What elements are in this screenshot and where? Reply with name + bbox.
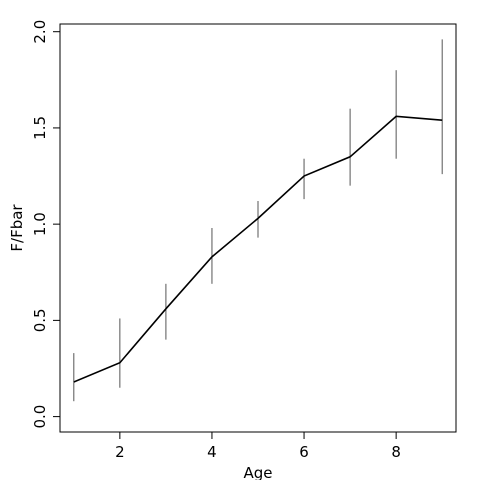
y-tick-label: 1.0 bbox=[31, 212, 49, 236]
y-tick-label: 2.0 bbox=[31, 20, 49, 44]
plot-area bbox=[73, 39, 443, 402]
x-axis: 2 4 6 8 bbox=[115, 432, 401, 461]
y-tick-label: 0.5 bbox=[31, 308, 49, 332]
y-axis-label: F/Fbar bbox=[8, 204, 26, 252]
y-tick-label: 0.0 bbox=[31, 405, 49, 429]
x-tick-label: 2 bbox=[115, 443, 125, 461]
y-tick-label: 1.5 bbox=[31, 116, 49, 140]
x-tick-label: 4 bbox=[207, 443, 217, 461]
x-tick-label: 6 bbox=[299, 443, 309, 461]
x-axis-label: Age bbox=[243, 464, 272, 480]
y-axis: 0.0 0.5 1.0 1.5 2.0 bbox=[31, 20, 60, 429]
series-line bbox=[73, 115, 443, 383]
x-tick-label: 8 bbox=[391, 443, 401, 461]
plot-frame bbox=[59, 23, 457, 433]
